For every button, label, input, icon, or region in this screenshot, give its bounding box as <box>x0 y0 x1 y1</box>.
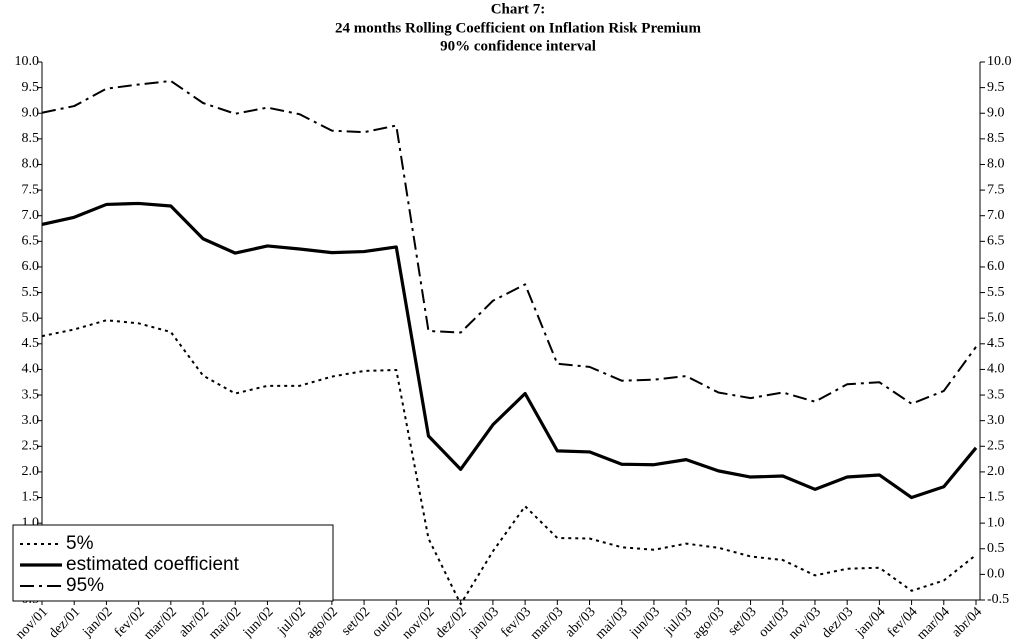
y2-tick-label: 10.0 <box>987 54 1012 69</box>
y-tick-label: 5.5 <box>22 285 40 300</box>
x-tick-label: nov/01 <box>13 604 51 639</box>
x-tick-label: jun/02 <box>240 604 277 639</box>
x-tick-label: nov/03 <box>786 604 824 639</box>
series-line <box>41 201 978 500</box>
x-tick-label: ago/02 <box>303 604 341 639</box>
y2-tick-label: 3.5 <box>987 387 1005 402</box>
y-tick-label: 8.0 <box>22 157 40 172</box>
x-tick-label: dez/01 <box>46 604 83 639</box>
x-tick-label: jun/03 <box>626 604 663 639</box>
x-tick-label: dez/03 <box>819 604 856 639</box>
x-tick-label: dez/02 <box>433 604 470 639</box>
legend-box <box>12 524 334 602</box>
y2-tick-label: 7.5 <box>987 182 1005 197</box>
y2-tick-label: 4.0 <box>987 362 1005 377</box>
y2-tick-label: 8.5 <box>987 131 1005 146</box>
chart-subtitle: 24 months Rolling Coefficient on Inflati… <box>335 20 701 36</box>
y2-tick-label: 9.0 <box>987 105 1005 120</box>
y-tick-label: 2.0 <box>22 464 40 479</box>
legend-label: estimated coefficient <box>66 554 240 575</box>
y2-tick-label: 4.5 <box>987 336 1005 351</box>
y2-tick-label: 6.5 <box>987 234 1005 249</box>
y-tick-label: 9.5 <box>22 80 40 95</box>
y2-tick-label: 8.0 <box>987 157 1005 172</box>
y-tick-label: 4.0 <box>22 362 40 377</box>
y2-tick-label: 0.0 <box>987 567 1005 582</box>
x-tick-label: jan/04 <box>852 604 888 639</box>
y2-tick-label: 9.5 <box>987 80 1005 95</box>
x-tick-label: mar/03 <box>528 604 567 639</box>
legend-label: 95% <box>66 575 104 596</box>
y2-tick-label: 0.5 <box>987 541 1005 556</box>
chart-annotation: 90% confidence interval <box>440 38 596 54</box>
y2-tick-label: 3.0 <box>987 413 1005 428</box>
y-tick-label: 10.0 <box>15 54 40 69</box>
y2-tick-label: 6.0 <box>987 259 1005 274</box>
series-line <box>41 319 977 606</box>
x-tick-label: set/02 <box>339 604 373 638</box>
y2-tick-label: 2.5 <box>987 439 1005 454</box>
x-tick-label: jan/02 <box>79 604 115 639</box>
y-tick-label: 3.0 <box>22 413 40 428</box>
x-tick-label: jan/03 <box>466 604 502 639</box>
x-tick-label: jul/03 <box>661 604 695 638</box>
x-tick-label: mai/03 <box>593 604 631 639</box>
y-tick-label: 7.0 <box>22 208 40 223</box>
y-tick-label: 6.0 <box>22 259 40 274</box>
y2-tick-label: -0.5 <box>987 592 1009 607</box>
y-tick-label: 3.5 <box>22 387 40 402</box>
y2-tick-label: 1.5 <box>987 490 1005 505</box>
y2-tick-label: 2.0 <box>987 464 1005 479</box>
x-tick-label: abr/04 <box>949 604 985 639</box>
y-tick-label: 2.5 <box>22 439 40 454</box>
y2-tick-label: 5.0 <box>987 310 1005 325</box>
y-tick-label: 4.5 <box>22 336 40 351</box>
y-tick-label: 5.0 <box>22 310 40 325</box>
x-tick-label: mar/02 <box>141 604 180 639</box>
chart-title: Chart 7: <box>491 1 546 17</box>
y-tick-label: 8.5 <box>22 131 40 146</box>
x-tick-label: nov/02 <box>399 604 437 639</box>
y-tick-label: 9.0 <box>22 105 40 120</box>
x-tick-label: set/03 <box>725 604 759 638</box>
y-tick-label: 7.5 <box>22 182 40 197</box>
x-tick-label: jul/02 <box>274 604 308 638</box>
x-tick-label: ago/03 <box>690 604 728 639</box>
x-tick-label: mai/02 <box>206 604 244 639</box>
x-tick-label: mar/04 <box>914 604 953 639</box>
series-line <box>41 79 977 405</box>
legend-label: 5% <box>66 533 94 554</box>
y2-tick-label: 5.5 <box>987 285 1005 300</box>
y2-tick-label: 7.0 <box>987 208 1005 223</box>
y-tick-label: 1.5 <box>22 490 40 505</box>
y2-tick-label: 1.0 <box>987 515 1005 530</box>
y-tick-label: 6.5 <box>22 234 40 249</box>
